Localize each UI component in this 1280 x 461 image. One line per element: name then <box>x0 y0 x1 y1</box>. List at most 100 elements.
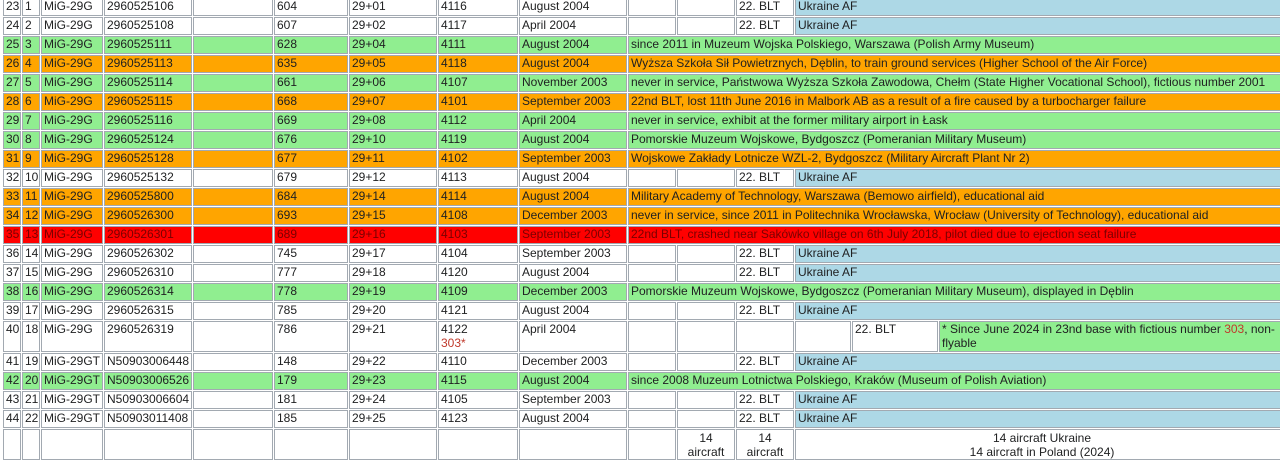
empty-cell <box>628 302 676 320</box>
cell-note: Wojskowe Zakłady Lotnicze WZL-2, Bydgosz… <box>628 150 1280 168</box>
cell-n: 7 <box>22 112 40 130</box>
cell-factory: 4119 <box>438 131 518 149</box>
table-row: 23 1 MiG-29G 2960525106 604 29+01 4116 August 2… <box>3 0 1280 16</box>
cell-factory: 4113 <box>438 169 518 187</box>
cell-code: 29+24 <box>349 391 437 409</box>
cell-date: August 2004 <box>519 302 627 320</box>
cell-unit: 22. BLT <box>736 17 794 35</box>
cell-n: 18 <box>22 321 40 352</box>
cell-note: 22nd BLT, lost 11th June 2016 in Malbork… <box>628 93 1280 111</box>
empty-cell <box>628 321 676 352</box>
cell-date: December 2003 <box>519 207 627 225</box>
note-part: * Since June 2024 in 23nd base with fict… <box>942 322 1225 336</box>
table-row: 39 17 MiG-29G 2960526315 785 29+20 4121 August … <box>3 302 1280 320</box>
cell-note: Ukraine AF <box>795 0 1280 16</box>
cell-no: 37 <box>3 264 21 282</box>
cell-date: August 2004 <box>519 0 627 16</box>
cell-date: April 2004 <box>519 112 627 130</box>
empty-cell <box>193 207 273 225</box>
empty-cell <box>628 169 676 187</box>
cell-serial: 2960526302 <box>104 245 192 263</box>
cell-date: August 2004 <box>519 410 627 428</box>
cell-date: December 2003 <box>519 283 627 301</box>
cell-n: 21 <box>22 391 40 409</box>
cell-type: MiG-29GT <box>41 410 103 428</box>
cell-date: August 2004 <box>519 372 627 390</box>
cell-side: 179 <box>274 372 348 390</box>
cell-code: 29+25 <box>349 410 437 428</box>
factory-number: 4118 <box>441 56 467 70</box>
cell-type: MiG-29G <box>41 283 103 301</box>
empty-cell <box>349 429 437 460</box>
cell-serial: 2960526315 <box>104 302 192 320</box>
empty-cell <box>193 36 273 54</box>
cell-side: 786 <box>274 321 348 352</box>
empty-cell <box>193 264 273 282</box>
empty-cell <box>3 429 21 460</box>
cell-date: August 2004 <box>519 131 627 149</box>
factory-number: 4113 <box>441 170 467 184</box>
cell-factory: 4110 <box>438 353 518 371</box>
cell-serial: N50903006448 <box>104 353 192 371</box>
cell-factory: 4116 <box>438 0 518 16</box>
cell-code: 29+12 <box>349 169 437 187</box>
cell-side: 778 <box>274 283 348 301</box>
factory-number: 4122 <box>441 322 468 336</box>
cell-n: 2 <box>22 17 40 35</box>
cell-no: 26 <box>3 55 21 73</box>
empty-cell <box>736 321 794 352</box>
factory-number: 4121 <box>441 303 468 317</box>
cell-side: 628 <box>274 36 348 54</box>
cell-unit: 22. BLT <box>736 353 794 371</box>
cell-note: never in service, Państwowa Wyższa Szkoł… <box>628 74 1280 92</box>
cell-code: 29+11 <box>349 150 437 168</box>
factory-number: 4102 <box>441 151 468 165</box>
empty-cell <box>628 353 676 371</box>
cell-type: MiG-29G <box>41 131 103 149</box>
cell-date: November 2003 <box>519 74 627 92</box>
cell-side: 676 <box>274 131 348 149</box>
footer-row: 14 aircraft 14 aircraft 14 aircraft Ukrain… <box>3 429 1280 460</box>
factory-number: 4112 <box>441 113 467 127</box>
factory-number: 4109 <box>441 284 468 298</box>
cell-note: Ukraine AF <box>795 410 1280 428</box>
cell-type: MiG-29G <box>41 93 103 111</box>
cell-code: 29+06 <box>349 74 437 92</box>
cell-side: 679 <box>274 169 348 187</box>
cell-code: 29+22 <box>349 353 437 371</box>
empty-cell <box>41 429 103 460</box>
cell-type: MiG-29G <box>41 150 103 168</box>
cell-no: 28 <box>3 93 21 111</box>
factory-number: 4108 <box>441 208 468 222</box>
empty-cell <box>193 245 273 263</box>
empty-cell <box>193 429 273 460</box>
cell-factory: 4120 <box>438 264 518 282</box>
cell-n: 8 <box>22 131 40 149</box>
cell-serial: 2960525124 <box>104 131 192 149</box>
cell-n: 17 <box>22 302 40 320</box>
empty-cell <box>677 17 735 35</box>
cell-side: 689 <box>274 226 348 244</box>
note-part: , non-flyable <box>942 322 1275 350</box>
table-row: 25 3 MiG-29G 2960525111 628 29+04 4111 August 2… <box>3 36 1280 54</box>
empty-cell <box>104 429 192 460</box>
cell-side: 669 <box>274 112 348 130</box>
table-row: 44 22 MiG-29GT N50903011408 185 29+25 4123 Augu… <box>3 410 1280 428</box>
cell-serial: 2960525111 <box>104 36 192 54</box>
cell-no: 38 <box>3 283 21 301</box>
cell-serial: 2960525116 <box>104 112 192 130</box>
empty-cell <box>193 321 273 352</box>
table-row: 43 21 MiG-29GT N50903006604 181 29+24 4105 Sept… <box>3 391 1280 409</box>
cell-unit: 22. BLT <box>736 410 794 428</box>
cell-type: MiG-29G <box>41 112 103 130</box>
cell-unit: 22. BLT <box>736 0 794 16</box>
empty-cell <box>193 131 273 149</box>
cell-n: 9 <box>22 150 40 168</box>
table-row: 31 9 MiG-29G 2960525128 677 29+11 4102 Septembe… <box>3 150 1280 168</box>
cell-unit: 22. BLT <box>736 264 794 282</box>
cell-code: 29+15 <box>349 207 437 225</box>
cell-date: August 2004 <box>519 264 627 282</box>
footer-count: 14 aircraft <box>677 429 735 460</box>
factory-number: 4107 <box>441 75 468 89</box>
